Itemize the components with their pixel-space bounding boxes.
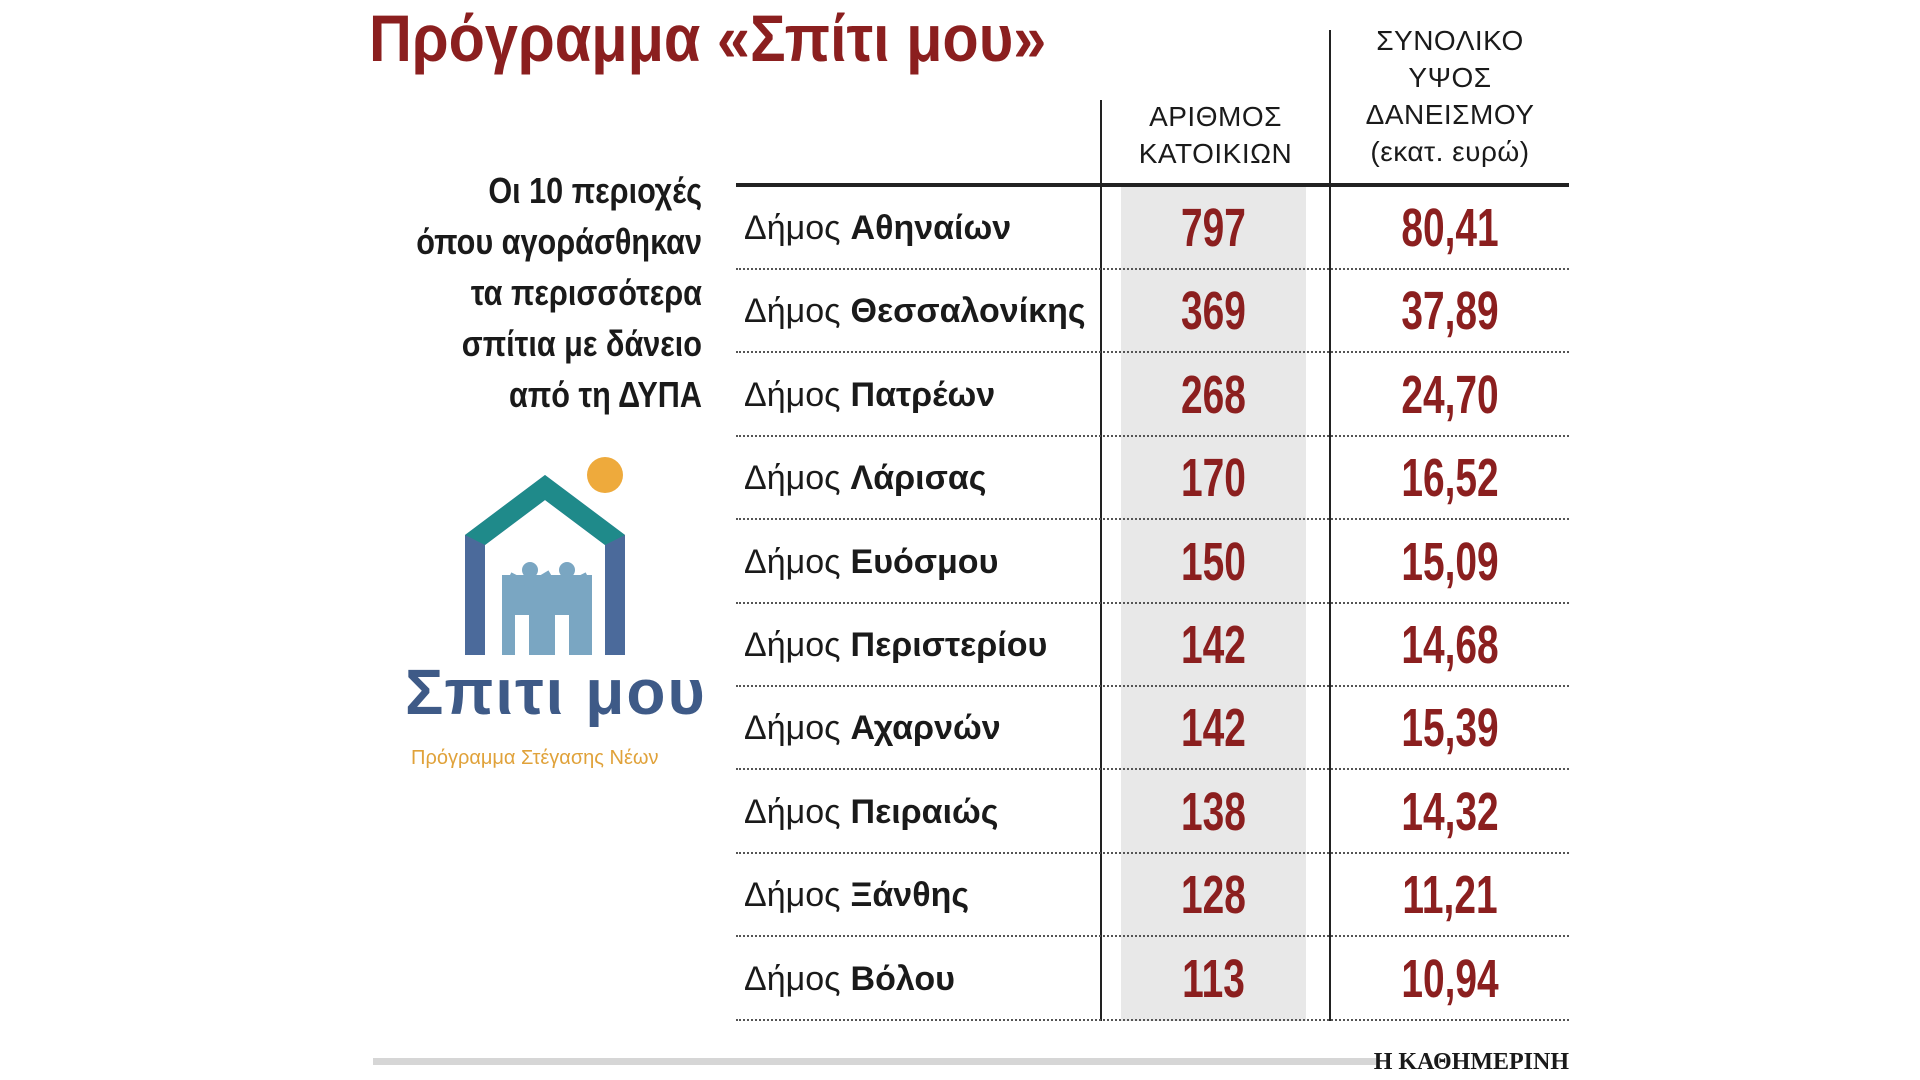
municipality: Βόλου — [850, 959, 955, 998]
loan: 15,09 — [1401, 531, 1499, 592]
loan: 15,39 — [1401, 698, 1499, 759]
prefix: Δήμος — [744, 375, 841, 414]
row-label: Δήμος Ευόσμου — [744, 521, 998, 604]
prefix: Δήμος — [744, 959, 841, 998]
row-label: Δήμος Πειραιώς — [744, 771, 998, 854]
municipality: Περιστερίου — [850, 626, 1048, 664]
column-header: ΑΡΙΘΜΟΣ ΚΑΤΟΙΚΙΩΝ — [1102, 98, 1329, 172]
subtitle-line: σπίτια με δάνειο — [461, 323, 702, 364]
count: 142 — [1181, 615, 1246, 675]
prefix: Δήμος — [744, 626, 841, 664]
table-row: Δήμος Πατρέων 268 24,70 — [736, 354, 1569, 437]
header-line: ΥΨΟΣ — [1408, 62, 1492, 93]
count: 170 — [1181, 448, 1246, 509]
footer: Η ΚΑΘΗΜΕΡΙΝΗ — [1373, 1049, 1569, 1075]
header-line: ΔΑΝΕΙΣΜΟΥ — [1365, 99, 1535, 130]
table-row: Δήμος Πειραιώς 138 14,32 — [736, 771, 1569, 854]
count: 138 — [1181, 781, 1246, 842]
loan: 80,41 — [1401, 198, 1499, 258]
subtitle-line: από τη ΔΥΠΑ — [509, 374, 702, 415]
municipality: Θεσσαλονίκης — [850, 292, 1086, 331]
loan: 16,52 — [1401, 448, 1499, 509]
count: 113 — [1182, 948, 1245, 1009]
row-label: Δήμος Λάρισας — [744, 437, 986, 520]
count: 268 — [1181, 364, 1246, 425]
subtitle-line: όπου αγοράσθηκαν — [416, 221, 702, 262]
row-label: Δήμος Βόλου — [744, 938, 955, 1021]
table-row: Δήμος Ευόσμου 150 15,09 — [736, 521, 1569, 604]
municipality: Ξάνθης — [850, 876, 970, 915]
prefix: Δήμος — [744, 792, 841, 831]
table-row: Δήμος Αθηναίων 797 80,41 — [736, 187, 1569, 270]
prefix: Δήμος — [744, 209, 841, 247]
loan: 14,68 — [1401, 615, 1499, 675]
prefix: Δήμος — [744, 292, 841, 331]
count: 128 — [1181, 865, 1246, 926]
municipality: Αχαρνών — [850, 709, 1001, 748]
prefix: Δήμος — [744, 542, 841, 581]
divider — [1329, 30, 1331, 1021]
logo-icon — [465, 457, 625, 655]
row-label: Δήμος Θεσσαλονίκης — [744, 270, 1086, 353]
municipality: Πειραιώς — [850, 792, 999, 831]
subtitle: Οι 10 περιοχές όπου αγοράσθηκαν τα περισσό… — [300, 165, 702, 420]
header-line: (εκατ. ευρώ) — [1370, 136, 1530, 167]
header-rule — [736, 183, 1569, 187]
municipality: Λάρισας — [850, 459, 987, 498]
table-row: Δήμος Αχαρνών 142 15,39 — [736, 687, 1569, 771]
loan: 10,94 — [1401, 948, 1499, 1009]
divider — [1100, 100, 1102, 1021]
prefix: Δήμος — [744, 709, 841, 748]
logo-name: Σπιτι μου — [405, 656, 707, 728]
table-row: Δήμος Ξάνθης 128 11,21 — [736, 854, 1569, 938]
column-header: ΣΥΝΟΛΙΚΟ ΥΨΟΣ ΔΑΝΕΙΣΜΟΥ (εκατ. ευρώ) — [1331, 22, 1569, 170]
header-line: ΚΑΤΟΙΚΙΩΝ — [1138, 138, 1293, 169]
logo-tagline: Πρόγραμμα Στέγασης Νέων — [411, 747, 659, 769]
loan: 37,89 — [1401, 281, 1499, 342]
table-row: Δήμος Περιστερίου 142 14,68 — [736, 604, 1569, 687]
count: 142 — [1181, 698, 1246, 759]
table-row: Δήμος Θεσσαλονίκης 369 37,89 — [736, 270, 1569, 354]
count: 797 — [1181, 198, 1246, 258]
prefix: Δήμος — [744, 876, 841, 915]
row-label: Δήμος Πατρέων — [744, 354, 995, 437]
municipality: Αθηναίων — [850, 209, 1012, 247]
count: 150 — [1181, 531, 1246, 592]
count: 369 — [1181, 281, 1246, 342]
subtitle-line: τα περισσότερα — [470, 272, 702, 313]
row-label: Δήμος Αθηναίων — [744, 187, 1011, 270]
row-label: Δήμος Περιστερίου — [744, 604, 1047, 687]
row-label: Δήμος Αχαρνών — [744, 687, 1001, 770]
table-row: Δήμος Βόλου 113 10,94 — [736, 938, 1569, 1021]
loan: 24,70 — [1401, 364, 1499, 425]
subtitle-line: Οι 10 περιοχές — [488, 170, 702, 211]
title: Πρόγραμμα «Σπίτι μου» — [369, 1, 1047, 75]
header-line: ΑΡΙΘΜΟΣ — [1149, 101, 1282, 132]
municipality: Πατρέων — [850, 375, 996, 414]
footer-rule — [373, 1058, 1376, 1065]
header-line: ΣΥΝΟΛΙΚΟ — [1376, 25, 1524, 56]
municipality: Ευόσμου — [850, 542, 999, 581]
row-label: Δήμος Ξάνθης — [744, 854, 969, 937]
table-row: Δήμος Λάρισας 170 16,52 — [736, 437, 1569, 521]
column-shade — [1121, 187, 1306, 1021]
loan: 14,32 — [1401, 781, 1499, 842]
loan: 11,21 — [1402, 865, 1498, 926]
prefix: Δήμος — [744, 459, 841, 498]
